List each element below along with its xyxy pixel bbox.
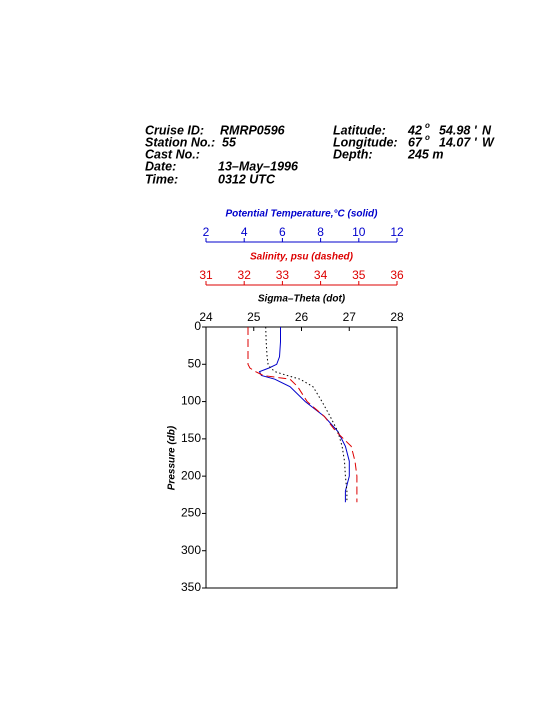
label: Latitude: (333, 123, 386, 137)
x-tick-label: 24 (199, 310, 213, 324)
value: N (482, 123, 492, 137)
x-tick-label: 35 (352, 268, 366, 282)
label: Cast No.: (145, 147, 200, 161)
value: 14.07 ' (439, 135, 478, 149)
x-tick-label: 33 (276, 268, 290, 282)
header: Cruise ID: RMRP0596 Station No.: 55 Cast… (145, 121, 495, 186)
value: 67 (408, 135, 423, 149)
label: Longitude: (333, 135, 398, 149)
label: Depth: (333, 147, 373, 161)
x-tick-label: 27 (343, 310, 357, 324)
profile-line (265, 326, 348, 503)
x-tick-label: 31 (199, 268, 213, 282)
y-axis-label: Pressure (db) (167, 425, 178, 490)
degree: o (425, 121, 430, 130)
label: Cruise ID: (145, 123, 204, 137)
y-tick-label: 50 (188, 356, 202, 370)
y-tick-label: 250 (181, 506, 201, 520)
y-tick-label: 0 (194, 319, 201, 333)
x-tick-label: 12 (390, 225, 404, 239)
x-axis-title: Sigma–Theta (dot) (258, 294, 346, 305)
value: 13–May–1996 (218, 159, 299, 173)
y-tick-label: 200 (181, 468, 201, 482)
value: 0312 UTC (218, 172, 276, 186)
degree: o (425, 133, 430, 142)
x-tick-label: 36 (390, 268, 404, 282)
value: 54.98 ' (439, 123, 478, 137)
x-tick-label: 26 (295, 310, 309, 324)
x-axis-title: Potential Temperature,°C (solid) (226, 209, 379, 220)
x-tick-label: 2 (203, 225, 210, 239)
value: W (482, 135, 495, 149)
x-tick-label: 32 (238, 268, 252, 282)
y-tick-label: 100 (181, 394, 201, 408)
profile-line (258, 327, 350, 503)
x-tick-label: 8 (317, 225, 324, 239)
x-tick-label: 34 (314, 268, 328, 282)
x-tick-label: 4 (241, 225, 248, 239)
x-tick-label: 28 (390, 310, 404, 324)
value: 245 m (407, 147, 443, 161)
y-tick-label: 150 (181, 431, 201, 445)
label: Station No.: (145, 135, 215, 149)
value: 42 (407, 123, 422, 137)
value: RMRP0596 (220, 123, 286, 137)
x-axis-title: Salinity, psu (dashed) (250, 252, 354, 263)
y-tick-label: 350 (181, 580, 201, 594)
x-tick-label: 6 (279, 225, 286, 239)
profile-line (247, 327, 358, 503)
plot-frame (205, 326, 398, 589)
label: Time: (145, 172, 178, 186)
x-tick-label: 25 (247, 310, 261, 324)
x-tick-label: 10 (352, 225, 366, 239)
label: Date: (145, 159, 176, 173)
y-tick-label: 300 (181, 543, 201, 557)
value: 55 (222, 135, 237, 149)
